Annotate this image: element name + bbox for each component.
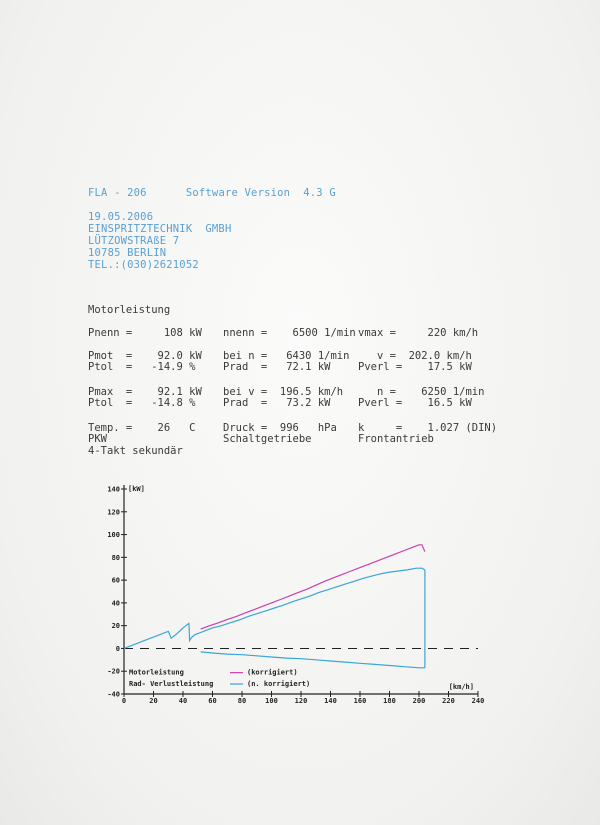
drive-type: Frontantrieb xyxy=(358,433,434,445)
device-line: FLA - 206 Software Version 4.3 G xyxy=(88,187,336,199)
y-tick-label: 60 xyxy=(112,577,120,585)
telephone: TEL.:(030)2621052 xyxy=(88,259,199,271)
company-name: EINSPRITZTECHNIK GMBH xyxy=(88,223,232,235)
x-tick-label: 240 xyxy=(472,697,485,705)
pressure: Druck = 996 hPa xyxy=(223,422,337,434)
legend-nkorr-label: (n. korrigiert) xyxy=(247,680,310,688)
y-axis-label: [kW] xyxy=(128,485,145,493)
device-name: FLA - 206 xyxy=(88,187,147,199)
at-velocity: v = 202.0 km/h xyxy=(358,350,472,362)
x-tick-label: 40 xyxy=(179,697,187,705)
at-rpm-2: n = 6250 1/min xyxy=(358,386,485,398)
wheel-power-2: Prad = 73.2 kW xyxy=(223,397,331,409)
x-tick-label: 220 xyxy=(442,697,455,705)
y-tick-label: 0 xyxy=(116,645,120,653)
wheel-power-1: Prad = 72.1 kW xyxy=(223,361,331,373)
y-tick-label: 100 xyxy=(107,531,120,539)
x-tick-label: 200 xyxy=(413,697,426,705)
x-tick-label: 120 xyxy=(295,697,308,705)
x-tick-label: 100 xyxy=(265,697,278,705)
x-tick-label: 20 xyxy=(149,697,157,705)
date: 19.05.2006 xyxy=(88,211,154,223)
vehicle-type: PKW xyxy=(88,433,107,445)
tolerance-1: Ptol = -14.9 % xyxy=(88,361,196,373)
motor-power: Pmot = 92.0 kW xyxy=(88,350,202,362)
series-line-rad xyxy=(123,567,426,649)
transmission: Schaltgetriebe xyxy=(223,433,312,445)
tolerance-2: Ptol = -14.8 % xyxy=(88,397,196,409)
software-version: Software Version 4.3 G xyxy=(185,187,336,199)
loss-power-2: Pverl = 16.5 kW xyxy=(358,397,472,409)
legend-korr-label: (korrigiert) xyxy=(247,669,298,677)
x-tick-label: 160 xyxy=(354,697,367,705)
section-title: Motorleistung xyxy=(88,304,171,316)
x-tick-label: 0 xyxy=(122,697,126,705)
legend-motor-label: Motorleistung xyxy=(129,669,184,677)
y-tick-label: 40 xyxy=(112,599,120,607)
x-tick-label: 60 xyxy=(208,697,216,705)
y-tick-label: 120 xyxy=(107,508,120,516)
rated-speed: nnenn = 6500 1/min xyxy=(223,327,356,339)
x-tick-label: 180 xyxy=(383,697,396,705)
x-tick-label: 140 xyxy=(324,697,337,705)
series-line-verlust xyxy=(200,651,425,669)
series-line-motor xyxy=(200,544,426,630)
temperature: Temp. = 26 C xyxy=(88,422,196,434)
y-tick-label: -20 xyxy=(107,668,120,676)
street-address: LÜTZOWSTRAßE 7 xyxy=(88,235,180,247)
at-rpm: bei n = 6430 1/min xyxy=(223,350,350,362)
y-tick-label: 80 xyxy=(112,554,120,562)
engine-type: 4-Takt sekundär xyxy=(88,445,183,457)
loss-power-1: Pverl = 17.5 kW xyxy=(358,361,472,373)
x-tick-label: 80 xyxy=(238,697,246,705)
y-tick-label: -40 xyxy=(107,691,120,699)
at-velocity-2: bei v = 196.5 km/h xyxy=(223,386,344,398)
city: 10785 BERLIN xyxy=(88,247,167,259)
y-tick-label: 140 xyxy=(107,486,120,494)
legend-rad-label: Rad- Verlustleistung xyxy=(129,680,213,688)
max-velocity: vmax = 220 km/h xyxy=(358,327,479,339)
rated-power: Pnenn = 108 kW xyxy=(88,327,202,339)
correction-factor: k = 1.027 (DIN) xyxy=(358,422,498,434)
y-tick-label: 20 xyxy=(112,622,120,630)
max-power: Pmax = 92.1 kW xyxy=(88,386,202,398)
x-axis-label: [km/h] xyxy=(449,683,474,691)
